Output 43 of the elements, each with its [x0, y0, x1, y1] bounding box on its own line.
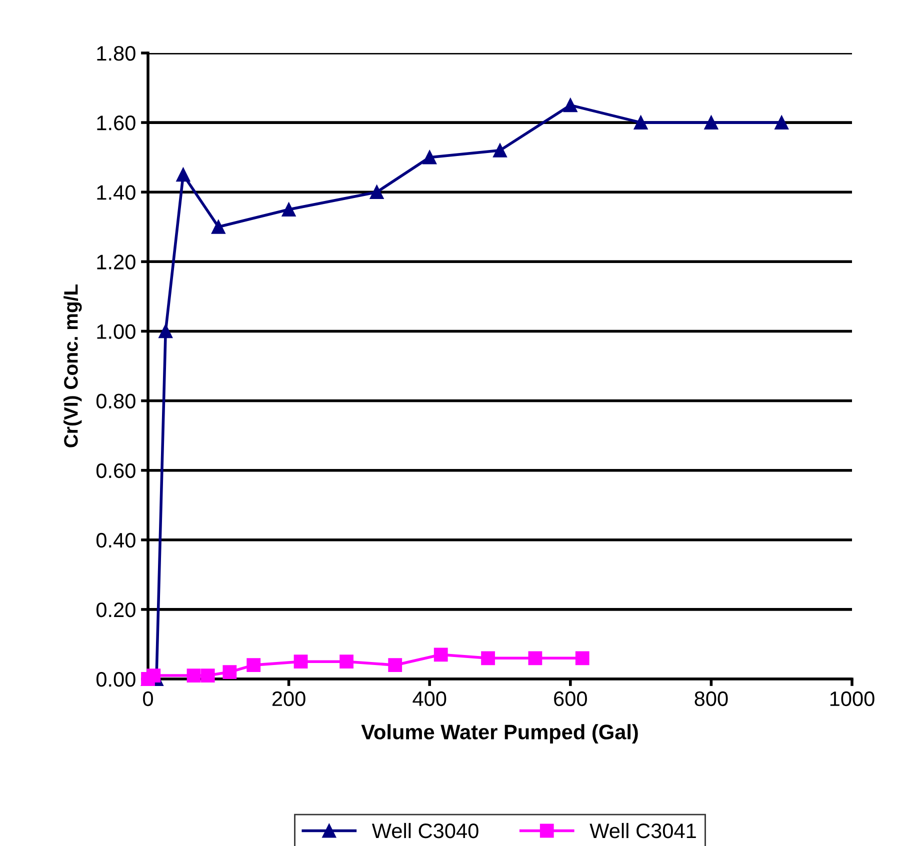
y-tick-label: 1.00 — [97, 324, 136, 339]
point — [575, 651, 590, 666]
point — [158, 324, 173, 338]
point — [146, 668, 161, 682]
point — [211, 220, 226, 234]
point — [493, 143, 507, 158]
point — [481, 651, 495, 666]
x-tick-label: 800 — [694, 691, 728, 706]
x-tick-label: 0 — [143, 691, 153, 706]
y-tick-label: 1.40 — [97, 185, 136, 200]
point — [370, 185, 384, 200]
point — [704, 116, 718, 130]
point — [388, 658, 402, 672]
x-tick-label: 1000 — [830, 691, 874, 706]
x-tick-label: 600 — [554, 691, 587, 706]
point — [282, 202, 296, 216]
point — [774, 116, 789, 130]
y-tick-label: 0.00 — [96, 672, 136, 687]
y-tick-label: 0.60 — [96, 463, 136, 478]
point — [246, 658, 261, 672]
x-axis-title: Volume Water Pumped (Gal) — [361, 724, 638, 744]
y-tick-label: 1.20 — [97, 254, 136, 270]
point — [422, 150, 437, 164]
y-tick-label: 1.80 — [97, 46, 136, 61]
legend-label: Well C3040 — [372, 822, 478, 838]
point — [340, 654, 354, 669]
legend-label: Well C3041 — [590, 822, 696, 838]
point — [528, 651, 542, 666]
y-tick-label: 0.40 — [96, 532, 136, 548]
y-tick-label: 0.20 — [96, 602, 136, 618]
point — [563, 98, 578, 112]
point — [222, 665, 237, 679]
point — [176, 168, 190, 182]
y-tick-label: 0.80 — [96, 394, 136, 409]
point — [186, 668, 201, 682]
x-tick-label: 200 — [272, 691, 306, 706]
x-tick-label: 400 — [412, 691, 446, 706]
point — [200, 668, 215, 682]
y-tick-label: 1.60 — [97, 116, 136, 130]
point — [294, 654, 308, 669]
point — [434, 648, 448, 662]
y-axis-title: Cr(VI) Conc. mg/L — [64, 284, 82, 448]
point — [634, 116, 648, 130]
